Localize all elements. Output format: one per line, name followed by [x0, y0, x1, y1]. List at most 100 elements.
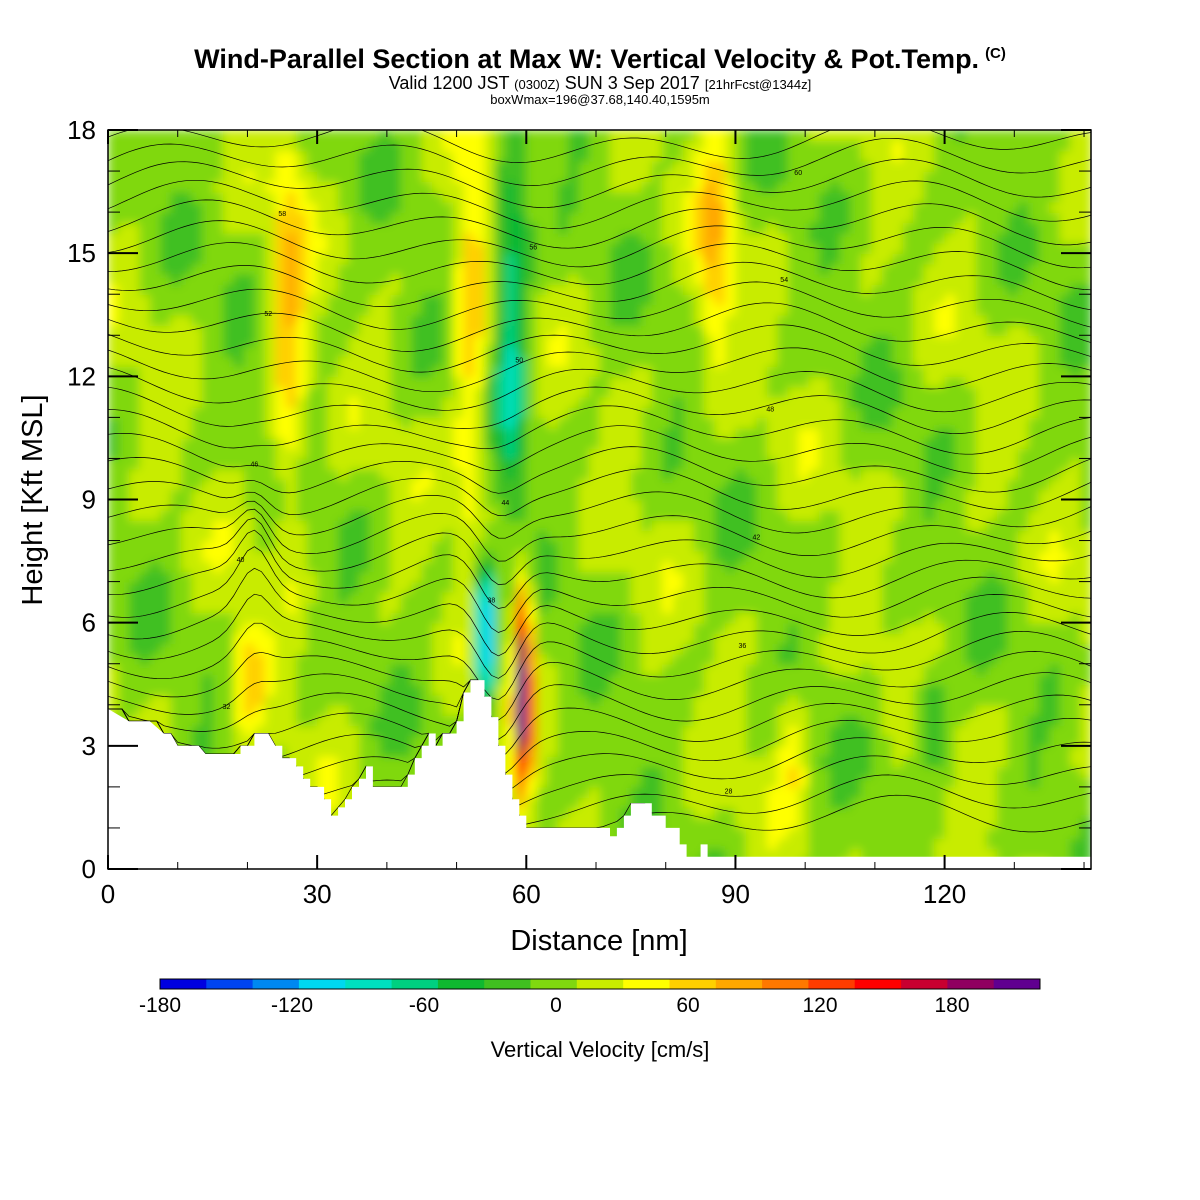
velocity-cell [296, 622, 308, 634]
velocity-cell [453, 489, 465, 501]
velocity-cell [505, 632, 517, 644]
velocity-cell [766, 704, 779, 716]
velocity-cell [191, 550, 203, 562]
velocity-cell [610, 130, 622, 142]
velocity-cell [704, 253, 716, 265]
velocity-cell [589, 417, 601, 429]
velocity-cell [662, 160, 674, 172]
velocity-cell [766, 684, 779, 696]
velocity-cell [630, 694, 643, 706]
velocity-cell [390, 273, 402, 285]
velocity-cell [568, 653, 580, 665]
velocity-cell [327, 479, 339, 491]
velocity-cell [191, 540, 203, 552]
velocity-cell [317, 468, 329, 480]
velocity-cell [683, 150, 695, 162]
velocity-cell [745, 715, 758, 727]
velocity-cell [683, 284, 695, 296]
velocity-cell [714, 160, 726, 172]
velocity-cell [421, 591, 433, 603]
velocity-cell [474, 448, 486, 460]
velocity-cell [202, 745, 214, 757]
velocity-cell [547, 581, 559, 593]
velocity-cell [714, 396, 726, 408]
velocity-cell [494, 489, 507, 501]
velocity-cell [651, 130, 664, 142]
velocity-cell [536, 160, 549, 172]
velocity-cell [798, 540, 810, 552]
velocity-cell [108, 222, 120, 234]
velocity-cell [787, 345, 799, 357]
velocity-cell [620, 253, 632, 265]
velocity-cell [296, 561, 308, 573]
valid-prefix: Valid 1200 JST [388, 73, 510, 93]
velocity-cell [589, 314, 601, 326]
velocity-cell [139, 222, 151, 234]
velocity-cell [578, 201, 590, 213]
velocity-cell [766, 427, 779, 439]
velocity-cell [610, 684, 622, 696]
velocity-cell [756, 694, 768, 706]
velocity-cell [756, 294, 768, 306]
velocity-cell [243, 191, 256, 203]
velocity-cell [725, 242, 737, 254]
velocity-cell [536, 417, 549, 429]
velocity-cell [505, 242, 517, 254]
velocity-cell [683, 715, 695, 727]
velocity-cell [484, 263, 496, 275]
velocity-cell [808, 612, 820, 624]
velocity-cell [819, 355, 831, 367]
velocity-cell [704, 735, 716, 747]
velocity-cell [453, 417, 465, 429]
velocity-cell [662, 756, 674, 768]
velocity-cell [568, 817, 580, 829]
velocity-cell [338, 253, 350, 265]
velocity-cell [348, 304, 360, 316]
velocity-cell [453, 694, 465, 706]
velocity-cell [275, 325, 287, 337]
velocity-cell [620, 263, 632, 275]
velocity-cell [160, 273, 172, 285]
velocity-cell [463, 191, 475, 203]
velocity-cell [296, 458, 308, 470]
velocity-cell [233, 448, 245, 460]
velocity-cell [641, 674, 653, 686]
velocity-cell [149, 191, 162, 203]
velocity-cell [390, 376, 402, 388]
velocity-cell [798, 314, 810, 326]
velocity-cell [108, 479, 120, 491]
velocity-cell [191, 345, 203, 357]
velocity-cell [306, 479, 318, 491]
velocity-cell [223, 632, 235, 644]
velocity-cell [735, 335, 747, 347]
velocity-cell [212, 181, 224, 193]
velocity-cell [348, 704, 360, 716]
velocity-cell [243, 581, 256, 593]
velocity-cell [787, 715, 799, 727]
velocity-cell [474, 325, 486, 337]
velocity-cell [390, 140, 402, 152]
velocity-cell [651, 571, 664, 583]
velocity-cell [620, 437, 632, 449]
velocity-cell [338, 602, 350, 614]
velocity-cell [254, 550, 266, 562]
velocity-cell [756, 417, 768, 429]
velocity-cell [787, 140, 799, 152]
velocity-cell [348, 776, 360, 788]
velocity-cell [536, 263, 549, 275]
velocity-cell [233, 704, 245, 716]
velocity-cell [118, 448, 130, 460]
velocity-cell [181, 242, 193, 254]
velocity-cell [610, 458, 622, 470]
velocity-cell [756, 325, 768, 337]
velocity-cell [829, 725, 841, 737]
velocity-cell [568, 417, 580, 429]
velocity-cell [610, 150, 622, 162]
velocity-cell [651, 263, 664, 275]
velocity-cell [463, 622, 475, 634]
velocity-cell [223, 140, 235, 152]
velocity-cell [547, 602, 559, 614]
velocity-cell [254, 437, 266, 449]
velocity-cell [442, 376, 454, 388]
velocity-cell [306, 663, 318, 675]
